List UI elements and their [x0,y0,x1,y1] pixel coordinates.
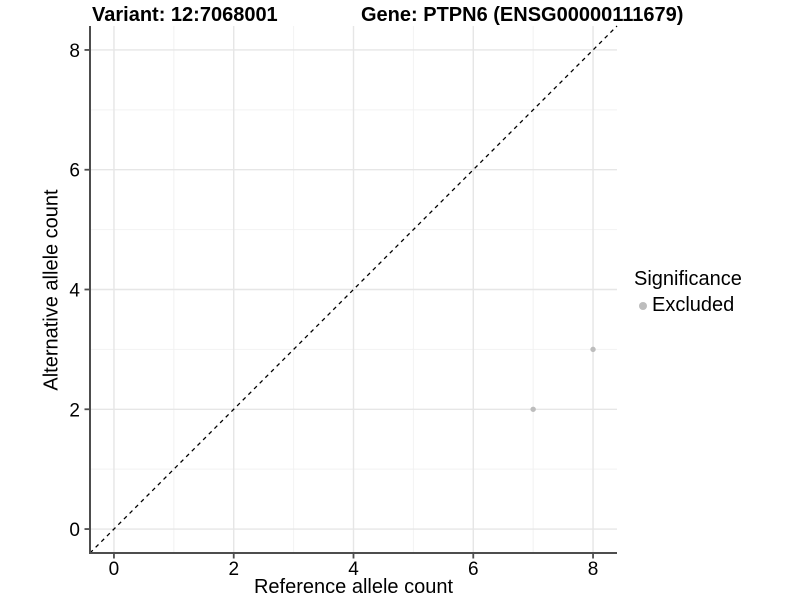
y-axis-title: Alternative allele count [40,189,63,391]
legend-point-icon [639,301,647,310]
plot-title-gene: Gene: PTPN6 (ENSG00000111679) [361,4,684,26]
legend: Significance Excluded [632,268,742,317]
x-tick-label: 6 [468,559,479,580]
x-tick-label: 2 [228,559,239,580]
y-tick-label: 8 [69,41,80,62]
data-point [590,346,596,353]
legend-item-label: Excluded [652,294,735,316]
x-tick-label: 4 [348,559,359,580]
y-tick-label: 6 [69,161,80,182]
x-tick-label: 8 [588,559,599,580]
plot-title-variant: Variant: 12:7068001 [92,4,278,26]
y-tick-label: 2 [69,400,80,421]
x-axis-title: Reference allele count [253,576,453,598]
legend-title: Significance [634,268,742,290]
data-point [530,406,536,412]
y-tick-label: 0 [69,520,80,541]
x-tick-label: 0 [109,559,120,580]
legend-item-excluded: Excluded [632,294,742,317]
y-tick-label: 4 [69,281,80,302]
